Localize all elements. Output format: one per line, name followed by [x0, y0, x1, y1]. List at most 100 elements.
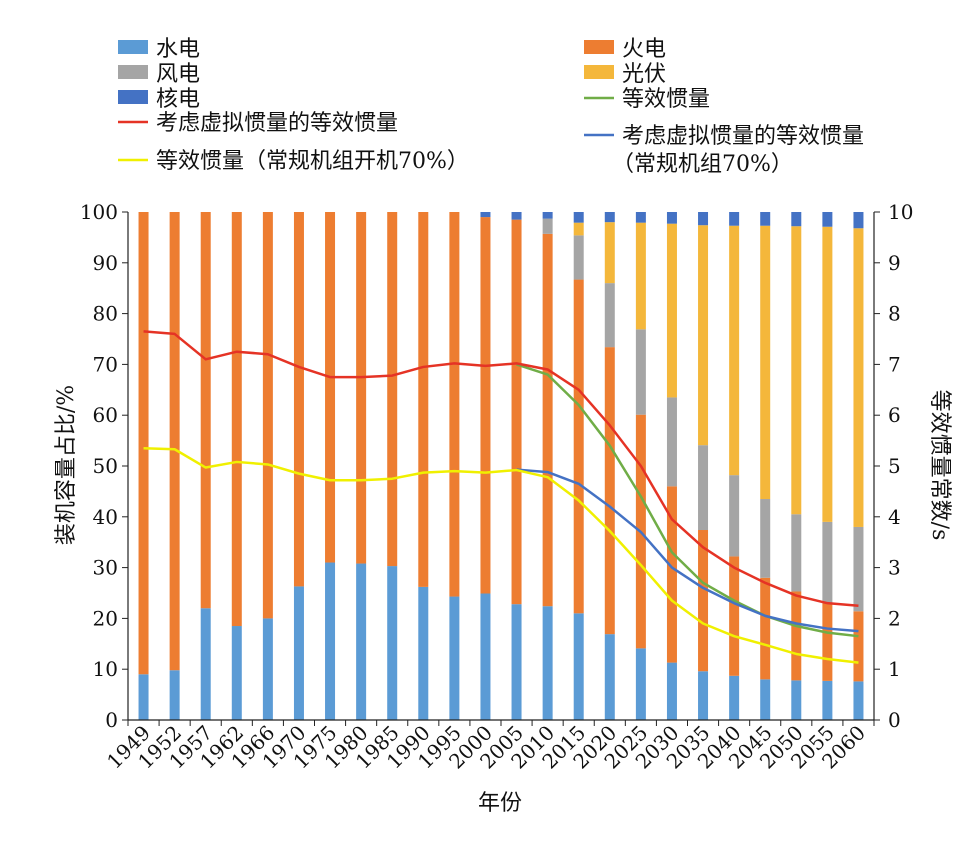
- bar-1-2055: [822, 603, 833, 681]
- bar-0-1957: [200, 608, 211, 720]
- bar-1-1995: [449, 212, 460, 597]
- y2-tick-label-2: 2: [888, 606, 901, 630]
- bar-4-2060: [853, 212, 864, 229]
- line-series-1: [143, 330, 859, 607]
- bar-1-1952: [169, 212, 180, 671]
- bar-0-2055: [822, 680, 833, 720]
- line-series-3: [143, 446, 859, 664]
- bar-1-2030: [666, 486, 677, 663]
- y-tick-label-80: 80: [93, 302, 118, 326]
- bar-4-2005: [511, 212, 522, 220]
- legend-label-virtual: 考虑虚拟惯量的等效惯量: [156, 111, 398, 136]
- bar-4-2035: [698, 212, 709, 226]
- y2-tick-label-8: 8: [888, 302, 901, 326]
- legend-label-thermal: 火电: [622, 37, 666, 62]
- bar-3-2020: [604, 222, 615, 284]
- line-layer: [143, 330, 859, 664]
- bar-3-2030: [666, 223, 677, 398]
- bar-3-2045: [760, 225, 771, 500]
- bar-0-1995: [449, 596, 460, 720]
- bar-3-2050: [791, 226, 802, 515]
- bar-1-2005: [511, 219, 522, 605]
- bar-1-1990: [418, 212, 429, 587]
- bar-0-2030: [666, 662, 677, 720]
- bar-2-2045: [760, 499, 771, 578]
- y2-tick-label-5: 5: [888, 454, 901, 478]
- line-series-2: [516, 468, 859, 633]
- bar-3-2025: [635, 222, 646, 330]
- y2-tick-label-1: 1: [888, 657, 901, 681]
- bar-0-1970: [293, 586, 304, 720]
- bar-0-1985: [387, 566, 398, 720]
- legend-swatch-thermal: [584, 40, 614, 54]
- y-tick-label-10: 10: [93, 657, 118, 681]
- bar-0-2020: [604, 634, 615, 720]
- bar-2-2060: [853, 526, 864, 612]
- bar-2-2025: [635, 329, 646, 415]
- bar-0-1949: [138, 674, 149, 720]
- legend-label2-virtual-70: （常规机组70%）: [612, 152, 793, 177]
- bar-4-2055: [822, 212, 833, 227]
- y-tick-label-0: 0: [105, 708, 118, 732]
- bar-0-1975: [325, 562, 336, 720]
- bar-2-2050: [791, 514, 802, 592]
- bar-0-2040: [729, 675, 740, 720]
- bar-0-2010: [542, 606, 553, 720]
- legend-label-nuclear: 核电: [156, 87, 200, 112]
- y-tick-label-60: 60: [93, 403, 118, 427]
- legend-swatch-hydro: [118, 40, 148, 54]
- bar-0-2050: [791, 680, 802, 720]
- bar-4-2000: [480, 212, 491, 218]
- bar-2-2040: [729, 475, 740, 557]
- bar-0-1962: [231, 626, 242, 720]
- bar-0-1966: [262, 618, 273, 720]
- legend-label-eq-inertia: 等效惯量: [622, 87, 710, 112]
- y-tick-label-20: 20: [93, 606, 118, 630]
- legend-label-pv: 光伏: [622, 62, 666, 87]
- bar-1-1975: [325, 212, 336, 563]
- y2-tick-label-0: 0: [888, 708, 901, 732]
- y-tick-label-30: 30: [93, 556, 118, 580]
- y-tick-label-50: 50: [93, 454, 118, 478]
- bar-0-2000: [480, 593, 491, 720]
- bar-3-2040: [729, 225, 740, 476]
- bar-0-2005: [511, 604, 522, 720]
- y2-tick-label-7: 7: [888, 352, 901, 376]
- bar-3-2035: [698, 225, 709, 446]
- bar-0-2045: [760, 679, 771, 720]
- bar-4-2030: [666, 212, 677, 224]
- bar-1-1980: [356, 212, 367, 564]
- bar-2-2030: [666, 397, 677, 487]
- bar-3-2055: [822, 226, 833, 522]
- bar-layer: [138, 212, 864, 720]
- bar-1-2010: [542, 233, 553, 607]
- bar-1-2020: [604, 347, 615, 635]
- bar-4-2020: [604, 212, 615, 223]
- y2-tick-label-4: 4: [888, 505, 901, 529]
- y2-tick-label-9: 9: [888, 251, 901, 275]
- bar-4-2050: [791, 212, 802, 227]
- bar-1-2045: [760, 577, 771, 680]
- bar-1-1966: [262, 212, 273, 619]
- bar-1-1962: [231, 212, 242, 627]
- bar-1-2060: [853, 611, 864, 682]
- bar-2-2035: [698, 445, 709, 531]
- legend-label-eq-70: 等效惯量（常规机组开机70%）: [156, 149, 469, 174]
- bar-4-2010: [542, 212, 553, 219]
- bar-0-1990: [418, 586, 429, 720]
- bar-0-2035: [698, 671, 709, 720]
- bar-1-2050: [791, 591, 802, 681]
- bar-2-2015: [573, 235, 584, 280]
- legend-swatch-pv: [584, 65, 614, 79]
- legend-swatch-wind: [118, 65, 148, 79]
- bar-1-1985: [387, 212, 398, 567]
- bar-1-2035: [698, 530, 709, 672]
- bar-4-2015: [573, 212, 584, 223]
- bar-1-2015: [573, 279, 584, 614]
- bar-1-2040: [729, 556, 740, 676]
- x-axis-title: 年份: [478, 791, 522, 816]
- bar-3-2015: [573, 222, 584, 236]
- bar-2-2010: [542, 218, 553, 234]
